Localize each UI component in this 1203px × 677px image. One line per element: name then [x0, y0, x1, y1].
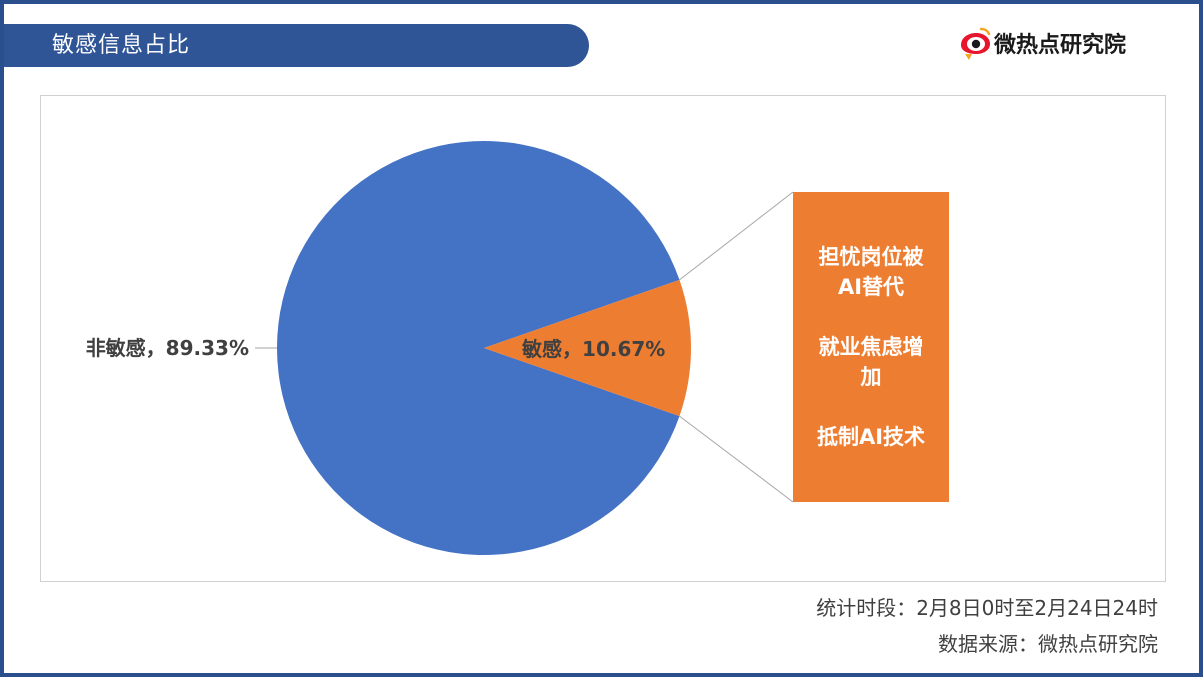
data-source: 数据来源：微热点研究院 [938, 632, 1158, 656]
reason-item: 就业焦虑增加 [818, 335, 924, 389]
page-title: 敏感信息占比 [52, 33, 191, 58]
stat-period: 统计时段：2月8日0时至2月24日24时 [816, 596, 1158, 620]
sensitive-reasons-box: 担忧岗位被AI替代 就业焦虑增加 抵制AI技术 [793, 192, 949, 502]
callout-connector-top [679, 191, 794, 281]
title-bar: 敏感信息占比 [4, 24, 589, 67]
reason-item: 担忧岗位被AI替代 [818, 245, 924, 299]
brand-logo: 微热点研究院 [957, 25, 1126, 61]
pie-slice-sensitive [484, 279, 691, 417]
reason-item: 抵制AI技术 [816, 425, 926, 449]
callout-connector-bottom [679, 415, 794, 503]
chart-area: 非敏感，89.33% 敏感，10.67% 担忧岗位被AI替代 就业焦虑增加 抵制… [40, 95, 1166, 582]
pie-label-sensitive: 敏感，10.67% [521, 337, 665, 361]
weibo-eye-icon [961, 27, 991, 60]
pie-slice-non-sensitive [276, 141, 680, 555]
logo-text: 微热点研究院 [994, 33, 1127, 58]
pie-chart: 非敏感，89.33% 敏感，10.67% [86, 141, 794, 555]
pie-label-non-sensitive: 非敏感，89.33% [86, 336, 249, 360]
